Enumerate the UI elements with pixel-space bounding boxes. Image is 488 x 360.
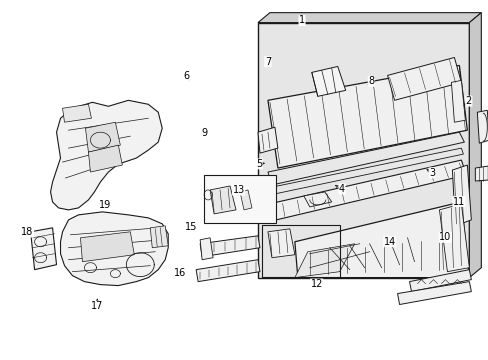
Text: 17: 17 [91, 301, 103, 311]
Polygon shape [408, 270, 470, 292]
Text: 3: 3 [428, 168, 434, 178]
Polygon shape [81, 232, 134, 262]
Polygon shape [85, 122, 120, 152]
Text: 12: 12 [310, 279, 322, 289]
Polygon shape [267, 148, 463, 195]
Text: 4: 4 [338, 184, 345, 194]
Polygon shape [397, 282, 470, 305]
Text: 8: 8 [367, 76, 374, 86]
Polygon shape [267, 132, 464, 185]
Text: 11: 11 [452, 197, 464, 207]
Polygon shape [311, 67, 345, 96]
Polygon shape [88, 145, 122, 172]
Polygon shape [294, 244, 354, 278]
Text: 10: 10 [438, 232, 450, 242]
Bar [262, 225, 339, 276]
Polygon shape [62, 104, 91, 122]
Polygon shape [387, 58, 461, 100]
Polygon shape [439, 204, 468, 272]
Polygon shape [476, 110, 488, 143]
Polygon shape [200, 236, 260, 257]
Text: 5: 5 [256, 159, 262, 169]
Polygon shape [451, 165, 470, 226]
Polygon shape [267, 66, 467, 168]
Polygon shape [31, 228, 57, 270]
Text: 7: 7 [264, 57, 270, 67]
Polygon shape [258, 23, 468, 278]
Polygon shape [61, 212, 168, 285]
Polygon shape [294, 202, 468, 278]
Polygon shape [264, 160, 466, 222]
Polygon shape [303, 192, 331, 207]
Polygon shape [200, 238, 213, 260]
Polygon shape [450, 80, 465, 122]
Text: 1: 1 [298, 15, 305, 26]
Polygon shape [240, 190, 251, 210]
Polygon shape [474, 166, 488, 181]
Text: 6: 6 [183, 71, 189, 81]
Text: 15: 15 [184, 222, 197, 232]
Polygon shape [258, 127, 277, 153]
Polygon shape [196, 260, 260, 282]
Text: 16: 16 [174, 267, 186, 278]
Polygon shape [210, 186, 236, 214]
Text: 14: 14 [383, 237, 395, 247]
Polygon shape [50, 100, 162, 210]
Text: 13: 13 [232, 185, 244, 195]
Text: 19: 19 [99, 200, 111, 210]
Text: 9: 9 [201, 128, 207, 138]
Polygon shape [267, 229, 294, 258]
Bar [203, 175, 275, 223]
Text: 2: 2 [465, 96, 471, 106]
Polygon shape [258, 13, 480, 23]
Text: 18: 18 [21, 227, 34, 237]
Polygon shape [468, 13, 480, 278]
Polygon shape [150, 226, 168, 248]
